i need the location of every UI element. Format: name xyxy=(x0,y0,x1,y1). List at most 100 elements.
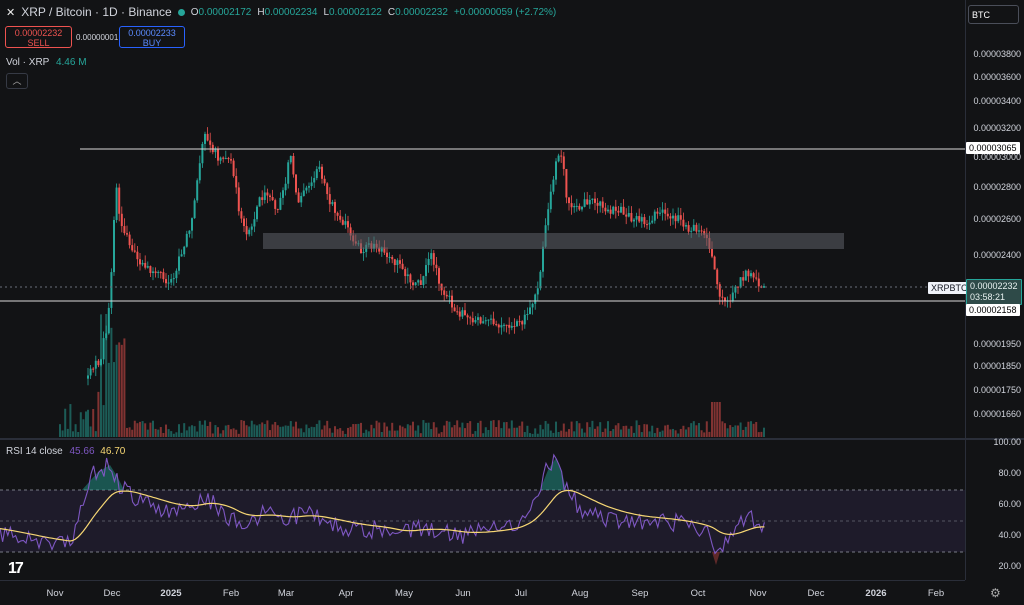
candle-body xyxy=(310,182,313,187)
volume-bar xyxy=(708,431,711,437)
volume-bar xyxy=(97,391,100,437)
volume-bar xyxy=(339,428,342,437)
candle-body xyxy=(178,256,180,271)
candle-body xyxy=(347,221,349,228)
time-tick: May xyxy=(395,588,413,599)
volume-bar xyxy=(191,425,193,437)
candle-body xyxy=(633,219,635,222)
pane-separator[interactable] xyxy=(0,438,1024,440)
volume-bar xyxy=(74,424,77,437)
candle-body xyxy=(505,324,508,326)
candle-body xyxy=(445,294,448,297)
volume-bar xyxy=(224,425,227,437)
volume-bar xyxy=(165,424,167,437)
volume-bar xyxy=(391,422,394,437)
volume-bar xyxy=(85,411,87,437)
rsi-chart[interactable] xyxy=(0,440,965,580)
buy-button[interactable]: 0.00002233 BUY xyxy=(119,26,185,48)
sell-button[interactable]: 0.00002232 SELL xyxy=(5,26,72,48)
candle-body xyxy=(193,200,196,219)
candle-body xyxy=(282,190,284,198)
volume-bar xyxy=(336,429,339,437)
candle-body xyxy=(250,226,253,230)
candle-body xyxy=(724,297,726,302)
volume-bar xyxy=(211,433,214,437)
candle-body xyxy=(258,197,261,207)
volume-bar xyxy=(529,433,531,437)
candle-body xyxy=(248,229,251,235)
candle-body xyxy=(742,277,745,281)
volume-bar xyxy=(92,409,95,437)
candle-body xyxy=(630,213,633,222)
volume-bar xyxy=(609,431,612,437)
volume-bar xyxy=(627,428,630,437)
candle-body xyxy=(136,251,139,260)
price-axis[interactable]: 0.00003800 0.00003600 0.00003400 0.00003200… xyxy=(965,0,1024,440)
symbol-title[interactable]: XRP / Bitcoin · 1D · Binance xyxy=(21,5,172,19)
candle-body xyxy=(672,215,674,219)
candle-body xyxy=(588,199,591,205)
volume-bar xyxy=(393,430,396,437)
volume-bar xyxy=(505,422,508,437)
rsi-legend: RSI 14 close 45.66 46.70 xyxy=(6,446,125,457)
candle-body xyxy=(700,230,703,232)
volume-bar xyxy=(308,428,310,437)
candle-body xyxy=(302,190,305,197)
rsi-axis[interactable]: 100.00 80.00 60.00 40.00 20.00 xyxy=(965,437,1024,580)
rsi-line xyxy=(0,453,765,555)
volume-bar xyxy=(713,402,716,437)
candle-body xyxy=(133,250,136,252)
candle-body xyxy=(698,230,700,232)
volume-bar xyxy=(279,426,282,437)
volume-bar xyxy=(747,421,750,437)
candle-body xyxy=(87,375,89,379)
price-tick: 0.00001850 xyxy=(973,361,1021,371)
volume-bar xyxy=(287,425,290,437)
volume-bar xyxy=(607,421,609,437)
volume-bar xyxy=(417,425,420,437)
volume-bar xyxy=(235,429,238,437)
price-chart[interactable] xyxy=(0,0,965,438)
volume-bar xyxy=(510,420,513,437)
currency-select[interactable]: BTC xyxy=(968,5,1019,24)
candle-body xyxy=(482,321,485,324)
volume-bar xyxy=(458,427,461,437)
candle-body xyxy=(170,279,173,283)
volume-bar xyxy=(240,420,243,437)
volume-bar xyxy=(591,420,594,437)
volume-bar xyxy=(64,408,67,437)
open-value: 0.00002172 xyxy=(198,6,252,18)
volume-bar xyxy=(739,422,742,437)
volume-bar xyxy=(635,420,638,437)
settings-gear-icon[interactable]: ⚙ xyxy=(990,586,1001,600)
volume-bar xyxy=(565,431,568,437)
volume-bar xyxy=(227,424,230,437)
candle-body xyxy=(646,224,648,226)
candle-body xyxy=(120,213,123,227)
volume-bar xyxy=(349,426,352,437)
volume-bar xyxy=(159,427,162,437)
candle-body xyxy=(196,180,199,201)
candle-body xyxy=(737,286,739,288)
collapse-indicators-button[interactable]: ︿ xyxy=(6,73,28,89)
volume-bar xyxy=(315,423,318,437)
candle-body xyxy=(503,324,505,326)
candle-body xyxy=(201,143,204,164)
candle-body xyxy=(648,222,651,225)
ohlc-values: O0.00002172 H0.00002234 L0.00002122 C0.0… xyxy=(190,6,557,18)
time-axis[interactable]: Nov Dec 2025 Feb Mar Apr May Jun Jul Aug Sep Oct Nov… xyxy=(0,580,965,605)
candle-body xyxy=(479,317,482,324)
volume-bar xyxy=(110,327,113,437)
time-tick: Dec xyxy=(807,588,825,599)
candle-body xyxy=(744,270,747,281)
volume-bar xyxy=(201,424,204,437)
candle-body xyxy=(341,219,344,225)
candle-body xyxy=(113,219,115,273)
candle-body xyxy=(565,168,568,198)
volume-bar xyxy=(513,427,516,437)
volume-bar xyxy=(243,420,245,437)
candle-body xyxy=(518,321,521,323)
candle-body xyxy=(297,192,300,203)
volume-bar xyxy=(154,428,157,437)
volume-bar xyxy=(734,425,737,437)
